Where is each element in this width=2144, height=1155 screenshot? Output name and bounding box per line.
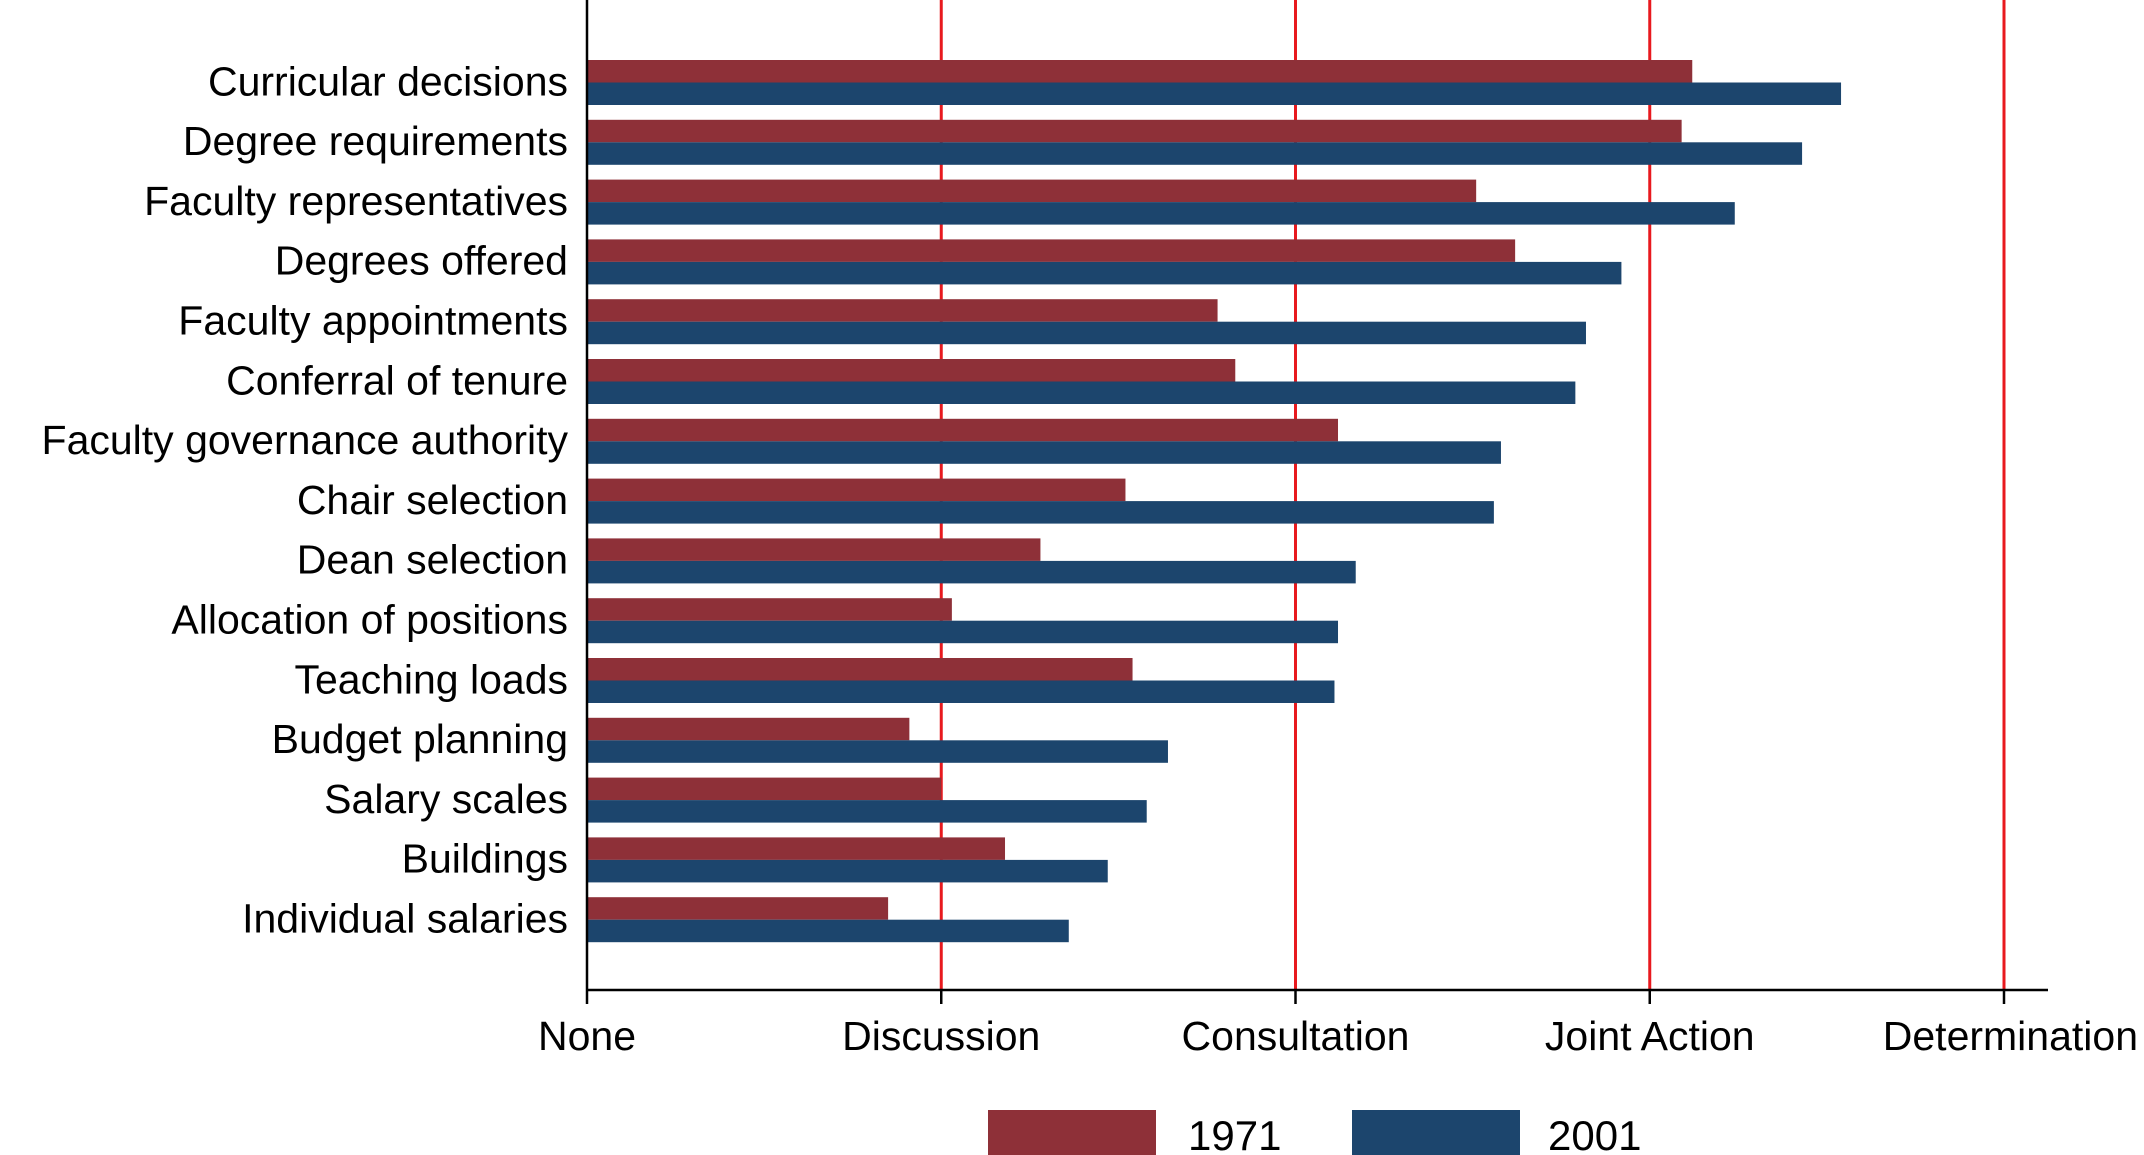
axes — [585, 0, 2048, 1004]
category-label-conferral-of-tenure: Conferral of tenure — [226, 357, 568, 403]
bar-dean-selection-2001 — [587, 560, 1356, 584]
bar-degrees-offered-1971 — [587, 239, 1516, 262]
category-label-buildings: Buildings — [402, 836, 568, 882]
bar-faculty-governance-authority-1971 — [587, 418, 1339, 442]
bar-faculty-governance-authority-2001 — [587, 441, 1501, 464]
bar-individual-salaries-2001 — [587, 919, 1069, 943]
bar-chair-selection-2001 — [587, 501, 1494, 524]
x-tick-label-discussion: Discussion — [842, 1013, 1040, 1059]
x-tick-label-consultation: Consultation — [1182, 1013, 1410, 1059]
category-label-curricular-decisions: Curricular decisions — [208, 58, 568, 104]
category-label-teaching-loads: Teaching loads — [294, 656, 568, 702]
bar-curricular-decisions-2001 — [587, 82, 1842, 105]
bar-faculty-representatives-2001 — [587, 202, 1735, 225]
bar-faculty-representatives-1971 — [587, 179, 1477, 203]
legend-swatch-1971 — [988, 1110, 1156, 1155]
bar-degrees-offered-2001 — [587, 261, 1622, 285]
category-label-allocation-of-positions: Allocation of positions — [171, 597, 568, 643]
bar-dean-selection-1971 — [587, 538, 1041, 561]
bar-curricular-decisions-1971 — [587, 60, 1693, 83]
bar-budget-planning-1971 — [587, 717, 910, 741]
bar-faculty-appointments-1971 — [587, 299, 1218, 322]
category-label-degree-requirements: Degree requirements — [183, 118, 568, 164]
category-label-faculty-governance-authority: Faculty governance authority — [42, 417, 569, 463]
legend-label-1971: 1971 — [1188, 1112, 1281, 1155]
bar-chair-selection-1971 — [587, 478, 1126, 502]
bar-buildings-1971 — [587, 837, 1006, 860]
bar-budget-planning-2001 — [587, 740, 1168, 763]
category-label-faculty-appointments: Faculty appointments — [178, 298, 568, 344]
category-labels: Curricular decisions Degree requirements F… — [42, 58, 569, 941]
bar-allocation-of-positions-2001 — [587, 620, 1339, 644]
bar-individual-salaries-1971 — [587, 897, 889, 920]
category-label-salary-scales: Salary scales — [324, 776, 568, 822]
category-label-budget-planning: Budget planning — [272, 716, 568, 762]
bar-buildings-2001 — [587, 859, 1108, 883]
x-tick-label-joint-action: Joint Action — [1545, 1013, 1755, 1059]
bar-salary-scales-2001 — [587, 800, 1147, 823]
category-label-individual-salaries: Individual salaries — [242, 896, 568, 942]
legend: 1971 2001 — [988, 1110, 1641, 1155]
x-tick-label-none: None — [538, 1013, 636, 1059]
bar-allocation-of-positions-1971 — [587, 598, 952, 621]
x-tick-label-determination: Determination — [1883, 1013, 2138, 1059]
bar-conferral-of-tenure-2001 — [587, 381, 1576, 404]
category-label-degrees-offered: Degrees offered — [275, 238, 568, 284]
bar-degree-requirements-1971 — [587, 119, 1682, 143]
bar-degree-requirements-2001 — [587, 142, 1803, 165]
bar-salary-scales-1971 — [587, 777, 942, 801]
category-label-dean-selection: Dean selection — [297, 537, 568, 583]
bar-faculty-appointments-2001 — [587, 321, 1586, 345]
legend-label-2001: 2001 — [1548, 1112, 1641, 1155]
legend-swatch-2001 — [1352, 1110, 1520, 1155]
category-label-chair-selection: Chair selection — [297, 477, 568, 523]
bar-teaching-loads-1971 — [587, 658, 1133, 681]
bar-conferral-of-tenure-1971 — [587, 359, 1236, 382]
category-label-faculty-representatives: Faculty representatives — [144, 178, 568, 224]
bar-teaching-loads-2001 — [587, 680, 1335, 703]
bars — [587, 60, 1842, 943]
x-tick-labels: None Discussion Consultation Joint Action De… — [538, 1013, 2138, 1059]
